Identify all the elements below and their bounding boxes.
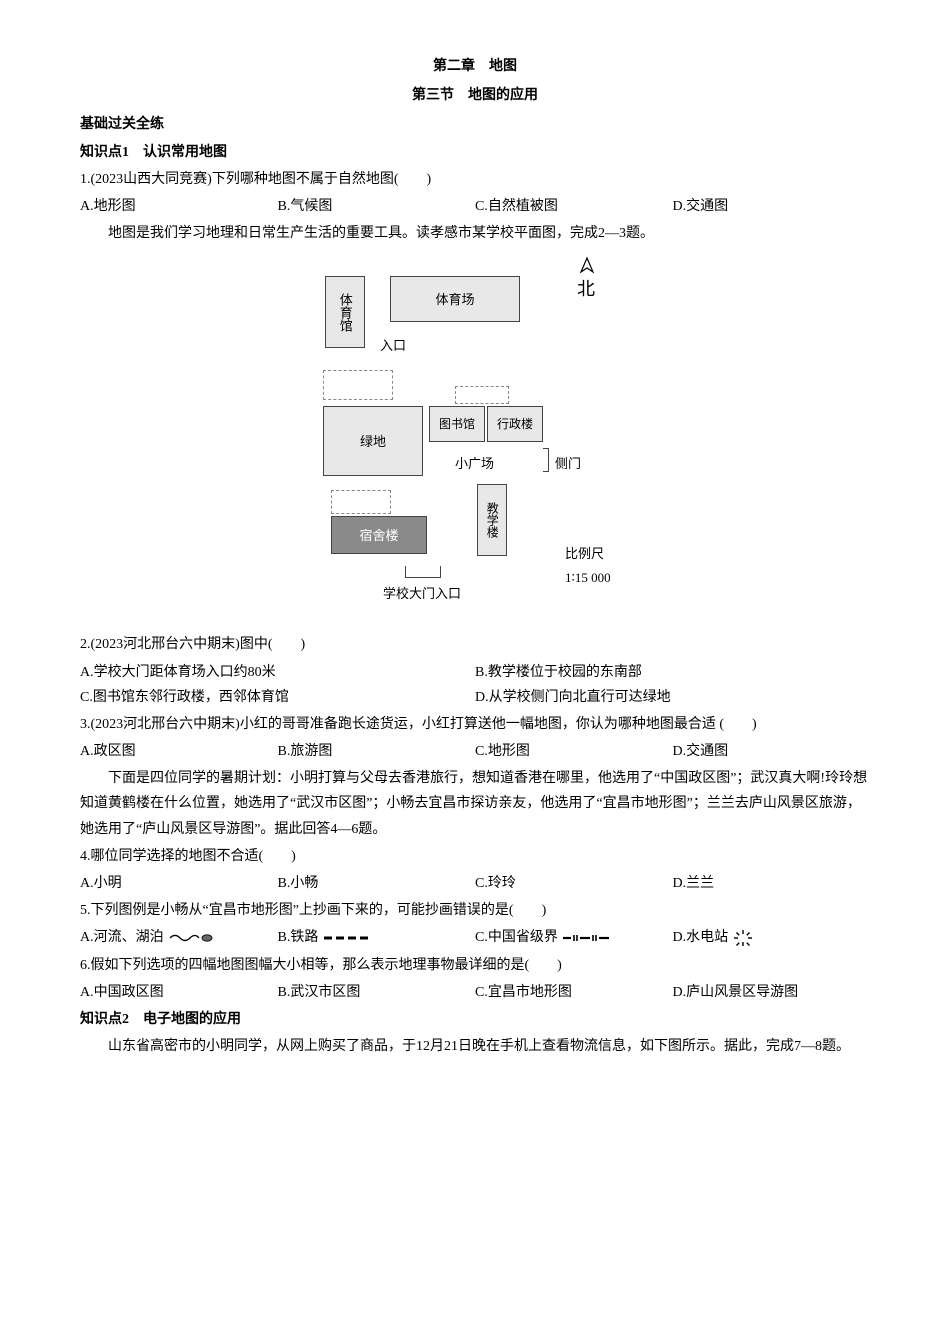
north-label: 北 — [577, 279, 595, 299]
school-map-figure: 北 体育馆 体育场 入口 绿地 图书馆 行政楼 小广场 侧门 宿舍楼 教学楼 学… — [80, 256, 870, 626]
q2-opt-a: A.学校大门距体育场入口约80米 — [80, 660, 475, 685]
north-arrow-icon — [577, 256, 597, 280]
knowledge-point-1: 知识点1 认识常用地图 — [80, 140, 870, 165]
q6-opt-b: B.武汉市区图 — [278, 980, 476, 1005]
library-box: 图书馆 — [429, 406, 485, 442]
intro-paragraph-1: 地图是我们学习地理和日常生产生活的重要工具。读孝感市某学校平面图，完成2—3题。 — [80, 221, 870, 246]
q6-opt-d: D.庐山风景区导游图 — [673, 980, 871, 1005]
dorm-box: 宿舍楼 — [331, 516, 427, 554]
knowledge-point-2: 知识点2 电子地图的应用 — [80, 1007, 870, 1032]
q4-opt-c: C.玲玲 — [475, 871, 673, 896]
province-border-icon — [563, 932, 609, 944]
main-gate-symbol — [405, 566, 441, 578]
q5-a-text: A.河流、湖泊 — [80, 930, 164, 945]
q2-stem: 2.(2023河北邢台六中期末)图中( ) — [80, 632, 870, 657]
q5-opt-d: D.水电站 — [673, 925, 871, 950]
q6-options: A.中国政区图 B.武汉市区图 C.宜昌市地形图 D.庐山风景区导游图 — [80, 980, 870, 1005]
q6-stem: 6.假如下列选项的四幅地图图幅大小相等，那么表示地理事物最详细的是( ) — [80, 953, 870, 978]
plaza-label: 小广场 — [455, 452, 494, 475]
q3-opt-d: D.交通图 — [673, 739, 871, 764]
intro-paragraph-2: 下面是四位同学的暑期计划：小明打算与父母去香港旅行，想知道香港在哪里，他选用了“… — [80, 766, 870, 842]
q5-options: A.河流、湖泊 B.铁路 C.中国省级界 D.水电站 — [80, 925, 870, 950]
main-gate-label: 学校大门入口 — [383, 582, 461, 605]
q5-opt-a: A.河流、湖泊 — [80, 925, 278, 950]
green-box: 绿地 — [323, 406, 423, 476]
q4-opt-d: D.兰兰 — [673, 871, 871, 896]
q6-opt-a: A.中国政区图 — [80, 980, 278, 1005]
q1-opt-d: D.交通图 — [673, 194, 871, 219]
section-title: 第三节 地图的应用 — [80, 83, 870, 108]
q3-stem: 3.(2023河北邢台六中期末)小红的哥哥准备跑长途货运，小红打算送他一幅地图，… — [80, 712, 870, 737]
q4-options: A.小明 B.小畅 C.玲玲 D.兰兰 — [80, 871, 870, 896]
intro-paragraph-3: 山东省高密市的小明同学，从网上购买了商品，于12月21日晚在手机上查看物流信息，… — [80, 1034, 870, 1059]
q3-options: A.政区图 B.旅游图 C.地形图 D.交通图 — [80, 739, 870, 764]
q1-stem: 1.(2023山西大同竞赛)下列哪种地图不属于自然地图( ) — [80, 167, 870, 192]
q4-stem: 4.哪位同学选择的地图不合适( ) — [80, 844, 870, 869]
dashed-area-2 — [455, 386, 509, 404]
scale-block: 比例尺 1∶15 000 — [565, 542, 611, 589]
q5-d-text: D.水电站 — [673, 930, 729, 945]
q1-opt-b: B.气候图 — [278, 194, 476, 219]
q1-opt-c: C.自然植被图 — [475, 194, 673, 219]
dashed-area-3 — [331, 490, 391, 514]
q2-opt-c: C.图书馆东邻行政楼，西邻体育馆 — [80, 685, 475, 710]
hydropower-icon — [734, 930, 752, 946]
field-box: 体育场 — [390, 276, 520, 322]
q3-opt-a: A.政区图 — [80, 739, 278, 764]
river-lake-icon — [169, 932, 213, 944]
q2-opt-b: B.教学楼位于校园的东南部 — [475, 660, 870, 685]
scale-label: 比例尺 — [565, 542, 611, 565]
q5-stem: 5.下列图例是小畅从“宜昌市地形图”上抄画下来的，可能抄画错误的是( ) — [80, 898, 870, 923]
q2-options: A.学校大门距体育场入口约80米 B.教学楼位于校园的东南部 C.图书馆东邻行政… — [80, 660, 870, 710]
section-basic-heading: 基础过关全练 — [80, 112, 870, 137]
q1-options: A.地形图 B.气候图 C.自然植被图 D.交通图 — [80, 194, 870, 219]
q1-opt-a: A.地形图 — [80, 194, 278, 219]
q2-opt-d: D.从学校侧门向北直行可达绿地 — [475, 685, 870, 710]
admin-box: 行政楼 — [487, 406, 543, 442]
chapter-title: 第二章 地图 — [80, 54, 870, 79]
north-arrow: 北 — [575, 256, 597, 298]
q5-c-text: C.中国省级界 — [475, 930, 558, 945]
q5-opt-b: B.铁路 — [278, 925, 476, 950]
q6-opt-c: C.宜昌市地形图 — [475, 980, 673, 1005]
q3-opt-c: C.地形图 — [475, 739, 673, 764]
q5-b-text: B.铁路 — [278, 930, 319, 945]
school-map: 北 体育馆 体育场 入口 绿地 图书馆 行政楼 小广场 侧门 宿舍楼 教学楼 学… — [305, 256, 645, 626]
q3-opt-b: B.旅游图 — [278, 739, 476, 764]
side-gate-label: 侧门 — [555, 452, 581, 475]
side-gate-symbol — [543, 448, 549, 472]
teaching-box: 教学楼 — [477, 484, 507, 556]
q4-opt-b: B.小畅 — [278, 871, 476, 896]
gym-box: 体育馆 — [325, 276, 365, 348]
scale-value: 1∶15 000 — [565, 566, 611, 589]
dashed-area — [323, 370, 393, 400]
q4-opt-a: A.小明 — [80, 871, 278, 896]
railway-icon — [324, 933, 372, 943]
q5-opt-c: C.中国省级界 — [475, 925, 673, 950]
entrance-label: 入口 — [380, 334, 406, 357]
